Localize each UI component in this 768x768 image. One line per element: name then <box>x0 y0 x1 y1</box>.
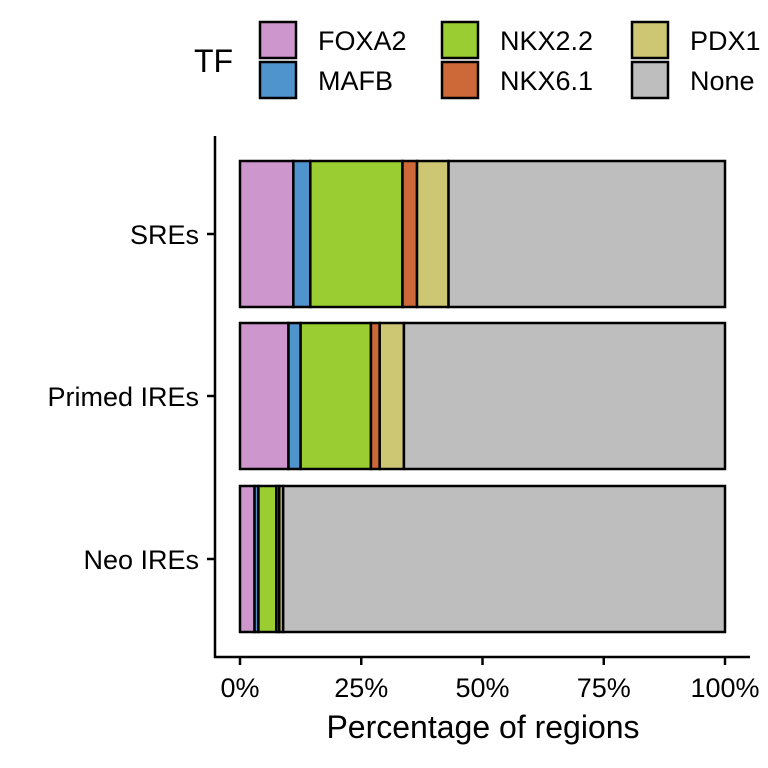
legend-label-nkx2-2: NKX2.2 <box>500 26 593 56</box>
bar-segment-primed-ires-pdx1 <box>378 321 406 471</box>
legend-label-pdx1: PDX1 <box>690 26 761 56</box>
x-tick-label: 25% <box>334 673 388 703</box>
legend-label-none: None <box>690 66 755 96</box>
legend-key-foxa2 <box>258 20 298 60</box>
plot-area: SREs Primed IREs Neo IREs 0% 25% 50% 75% 100% <box>47 136 760 703</box>
y-tick-label: Primed IREs <box>47 382 199 412</box>
bar-segment-sres-mafb <box>292 159 312 309</box>
legend-title: TF <box>194 43 233 79</box>
y-tick-label: SREs <box>130 220 199 250</box>
legend-label-mafb: MAFB <box>318 66 393 96</box>
bar-segment-primed-ires-foxa2 <box>238 321 290 471</box>
x-tick-label: 75% <box>577 673 631 703</box>
bar-segment-primed-ires-mafb <box>287 321 302 471</box>
bar-segment-neo-ires-foxa2 <box>238 484 256 634</box>
bar-segment-sres-nkx6-1 <box>401 159 419 309</box>
bar-segment-primed-ires-nkx6-1 <box>369 321 381 471</box>
bar-segment-sres-foxa2 <box>238 159 295 309</box>
x-tick-label: 0% <box>220 673 259 703</box>
bar-segment-primed-ires-nkx2-2 <box>299 321 373 471</box>
legend-key-nkx2-2 <box>440 20 480 60</box>
legend-key-mafb <box>258 60 298 100</box>
bar-segment-sres-none <box>447 159 727 309</box>
bar-segment-primed-ires-none <box>402 321 727 471</box>
bar-segment-sres-nkx2-2 <box>309 159 404 309</box>
legend-label-nkx6-1: NKX6.1 <box>500 66 593 96</box>
x-tick-label: 100% <box>690 673 759 703</box>
legend-key-nkx6-1 <box>440 60 480 100</box>
legend-label-foxa2: FOXA2 <box>318 26 407 56</box>
legend: TF FOXA2 MAFB NKX2.2 NKX6.1 PDX1 None <box>194 20 761 100</box>
legend-key-pdx1 <box>630 20 670 60</box>
bar-segment-neo-ires-nkx2-2 <box>257 484 278 634</box>
y-tick-label: Neo IREs <box>83 545 199 575</box>
x-axis-title: Percentage of regions <box>326 709 639 745</box>
x-tick-label: 50% <box>455 673 509 703</box>
bar-segment-sres-pdx1 <box>415 159 450 309</box>
bar-segment-neo-ires-none <box>281 484 727 634</box>
legend-key-none <box>630 60 670 100</box>
